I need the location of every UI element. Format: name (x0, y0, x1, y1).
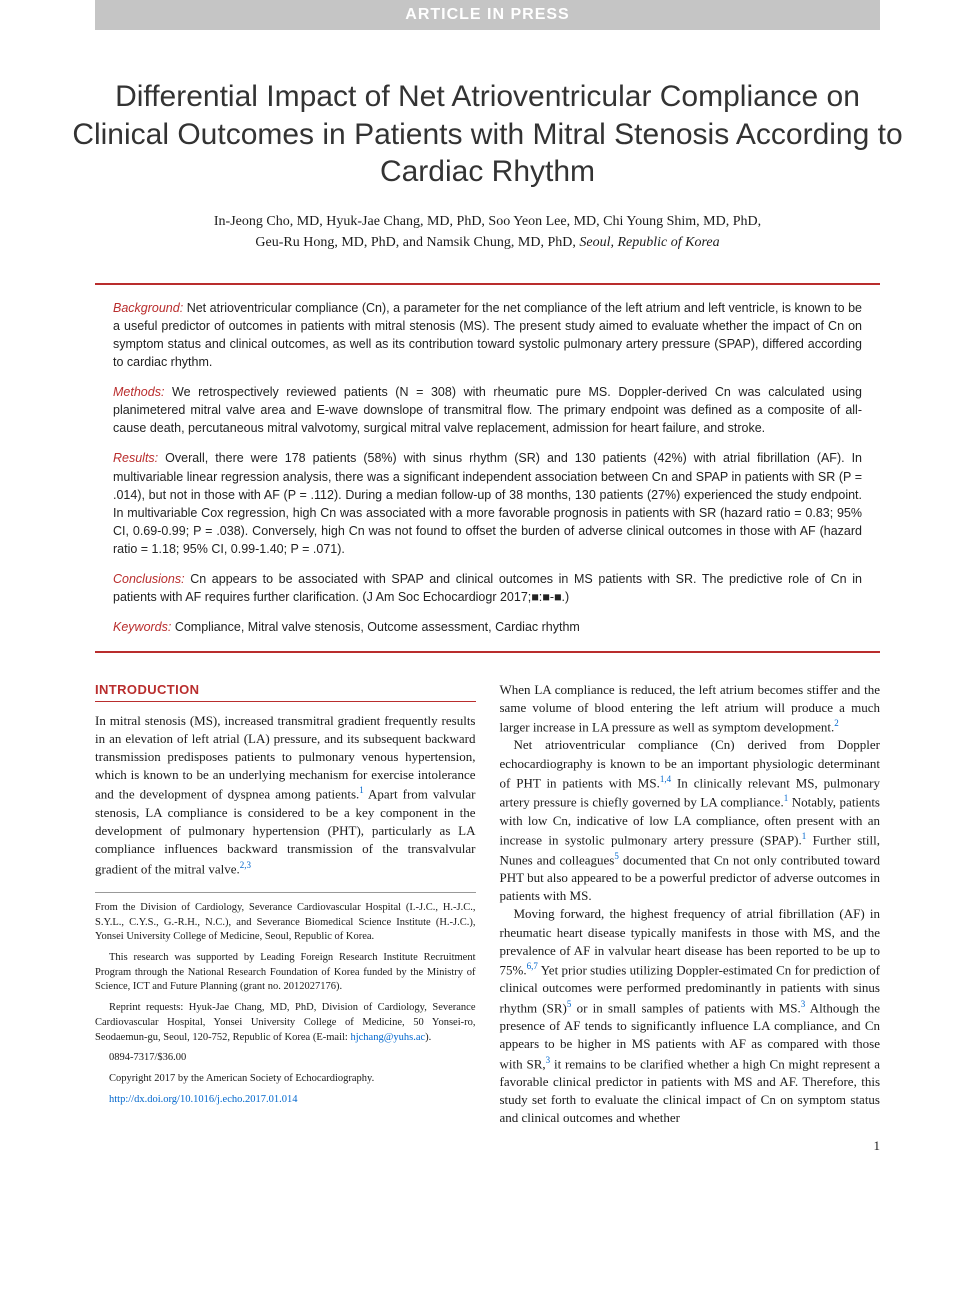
footnote-from: From the Division of Cardiology, Severan… (95, 901, 476, 945)
authors-line-2: Geu-Ru Hong, MD, PhD, and Namsik Chung, … (255, 235, 579, 250)
footnote-funding: This research was supported by Leading F… (95, 951, 476, 995)
intro-p4e: it remains to be clarified whether a hig… (500, 1056, 881, 1126)
intro-p4c: or in small samples of patients with MS. (571, 1000, 800, 1015)
intro-paragraph-1: In mitral stenosis (MS), increased trans… (95, 712, 476, 878)
keywords-text: Compliance, Mitral valve stenosis, Outco… (171, 620, 579, 634)
page-number: 1 (0, 1138, 880, 1154)
introduction-heading: INTRODUCTION (95, 681, 476, 702)
methods-label: Methods: (113, 385, 164, 399)
two-column-body: INTRODUCTION In mitral stenosis (MS), in… (95, 681, 880, 1128)
article-title: Differential Impact of Net Atrioventricu… (70, 78, 905, 191)
article-in-press-banner: ARTICLE IN PRESS (95, 0, 880, 30)
conclusions-label: Conclusions: (113, 572, 185, 586)
reprint-text-b: ). (425, 1032, 431, 1043)
ref-2-3[interactable]: 2,3 (240, 860, 251, 870)
authors-affiliation: Seoul, Republic of Korea (579, 235, 719, 250)
background-text: Net atrioventricular compliance (Cn), a … (113, 301, 862, 369)
conclusions-text: Cn appears to be associated with SPAP an… (113, 572, 862, 604)
background-label: Background: (113, 301, 183, 315)
intro-p2a: When LA compliance is reduced, the left … (500, 682, 881, 735)
ref-2[interactable]: 2 (834, 718, 839, 728)
left-column: INTRODUCTION In mitral stenosis (MS), in… (95, 681, 476, 1128)
results-text: Overall, there were 178 patients (58%) w… (113, 451, 862, 556)
intro-paragraph-2: When LA compliance is reduced, the left … (500, 681, 881, 737)
ref-6-7[interactable]: 6,7 (527, 961, 538, 971)
abstract-background: Background: Net atrioventricular complia… (113, 299, 862, 372)
footnote-reprint: Reprint requests: Hyuk-Jae Chang, MD, Ph… (95, 1001, 476, 1045)
abstract-box: Background: Net atrioventricular complia… (95, 283, 880, 653)
intro-paragraph-4: Moving forward, the highest frequency of… (500, 905, 881, 1127)
abstract-results: Results: Overall, there were 178 patient… (113, 449, 862, 558)
abstract-keywords: Keywords: Compliance, Mitral valve steno… (113, 618, 862, 636)
intro-paragraph-3: Net atrioventricular compliance (Cn) der… (500, 736, 881, 905)
right-column: When LA compliance is reduced, the left … (500, 681, 881, 1128)
reprint-email-link[interactable]: hjchang@yuhs.ac (350, 1032, 425, 1043)
footnote-block: From the Division of Cardiology, Severan… (95, 892, 476, 1107)
authors-block: In-Jeong Cho, MD, Hyuk-Jae Chang, MD, Ph… (110, 211, 865, 253)
footnote-issn: 0894-7317/$36.00 (95, 1051, 476, 1066)
abstract-conclusions: Conclusions: Cn appears to be associated… (113, 570, 862, 606)
abstract-methods: Methods: We retrospectively reviewed pat… (113, 383, 862, 437)
keywords-label: Keywords: (113, 620, 171, 634)
footnote-copyright: Copyright 2017 by the American Society o… (95, 1072, 476, 1087)
methods-text: We retrospectively reviewed patients (N … (113, 385, 862, 435)
authors-line-1: In-Jeong Cho, MD, Hyuk-Jae Chang, MD, Ph… (214, 214, 761, 229)
doi-link[interactable]: http://dx.doi.org/10.1016/j.echo.2017.01… (109, 1094, 298, 1105)
results-label: Results: (113, 451, 158, 465)
footnote-doi: http://dx.doi.org/10.1016/j.echo.2017.01… (95, 1093, 476, 1108)
ref-1-4[interactable]: 1,4 (660, 774, 671, 784)
